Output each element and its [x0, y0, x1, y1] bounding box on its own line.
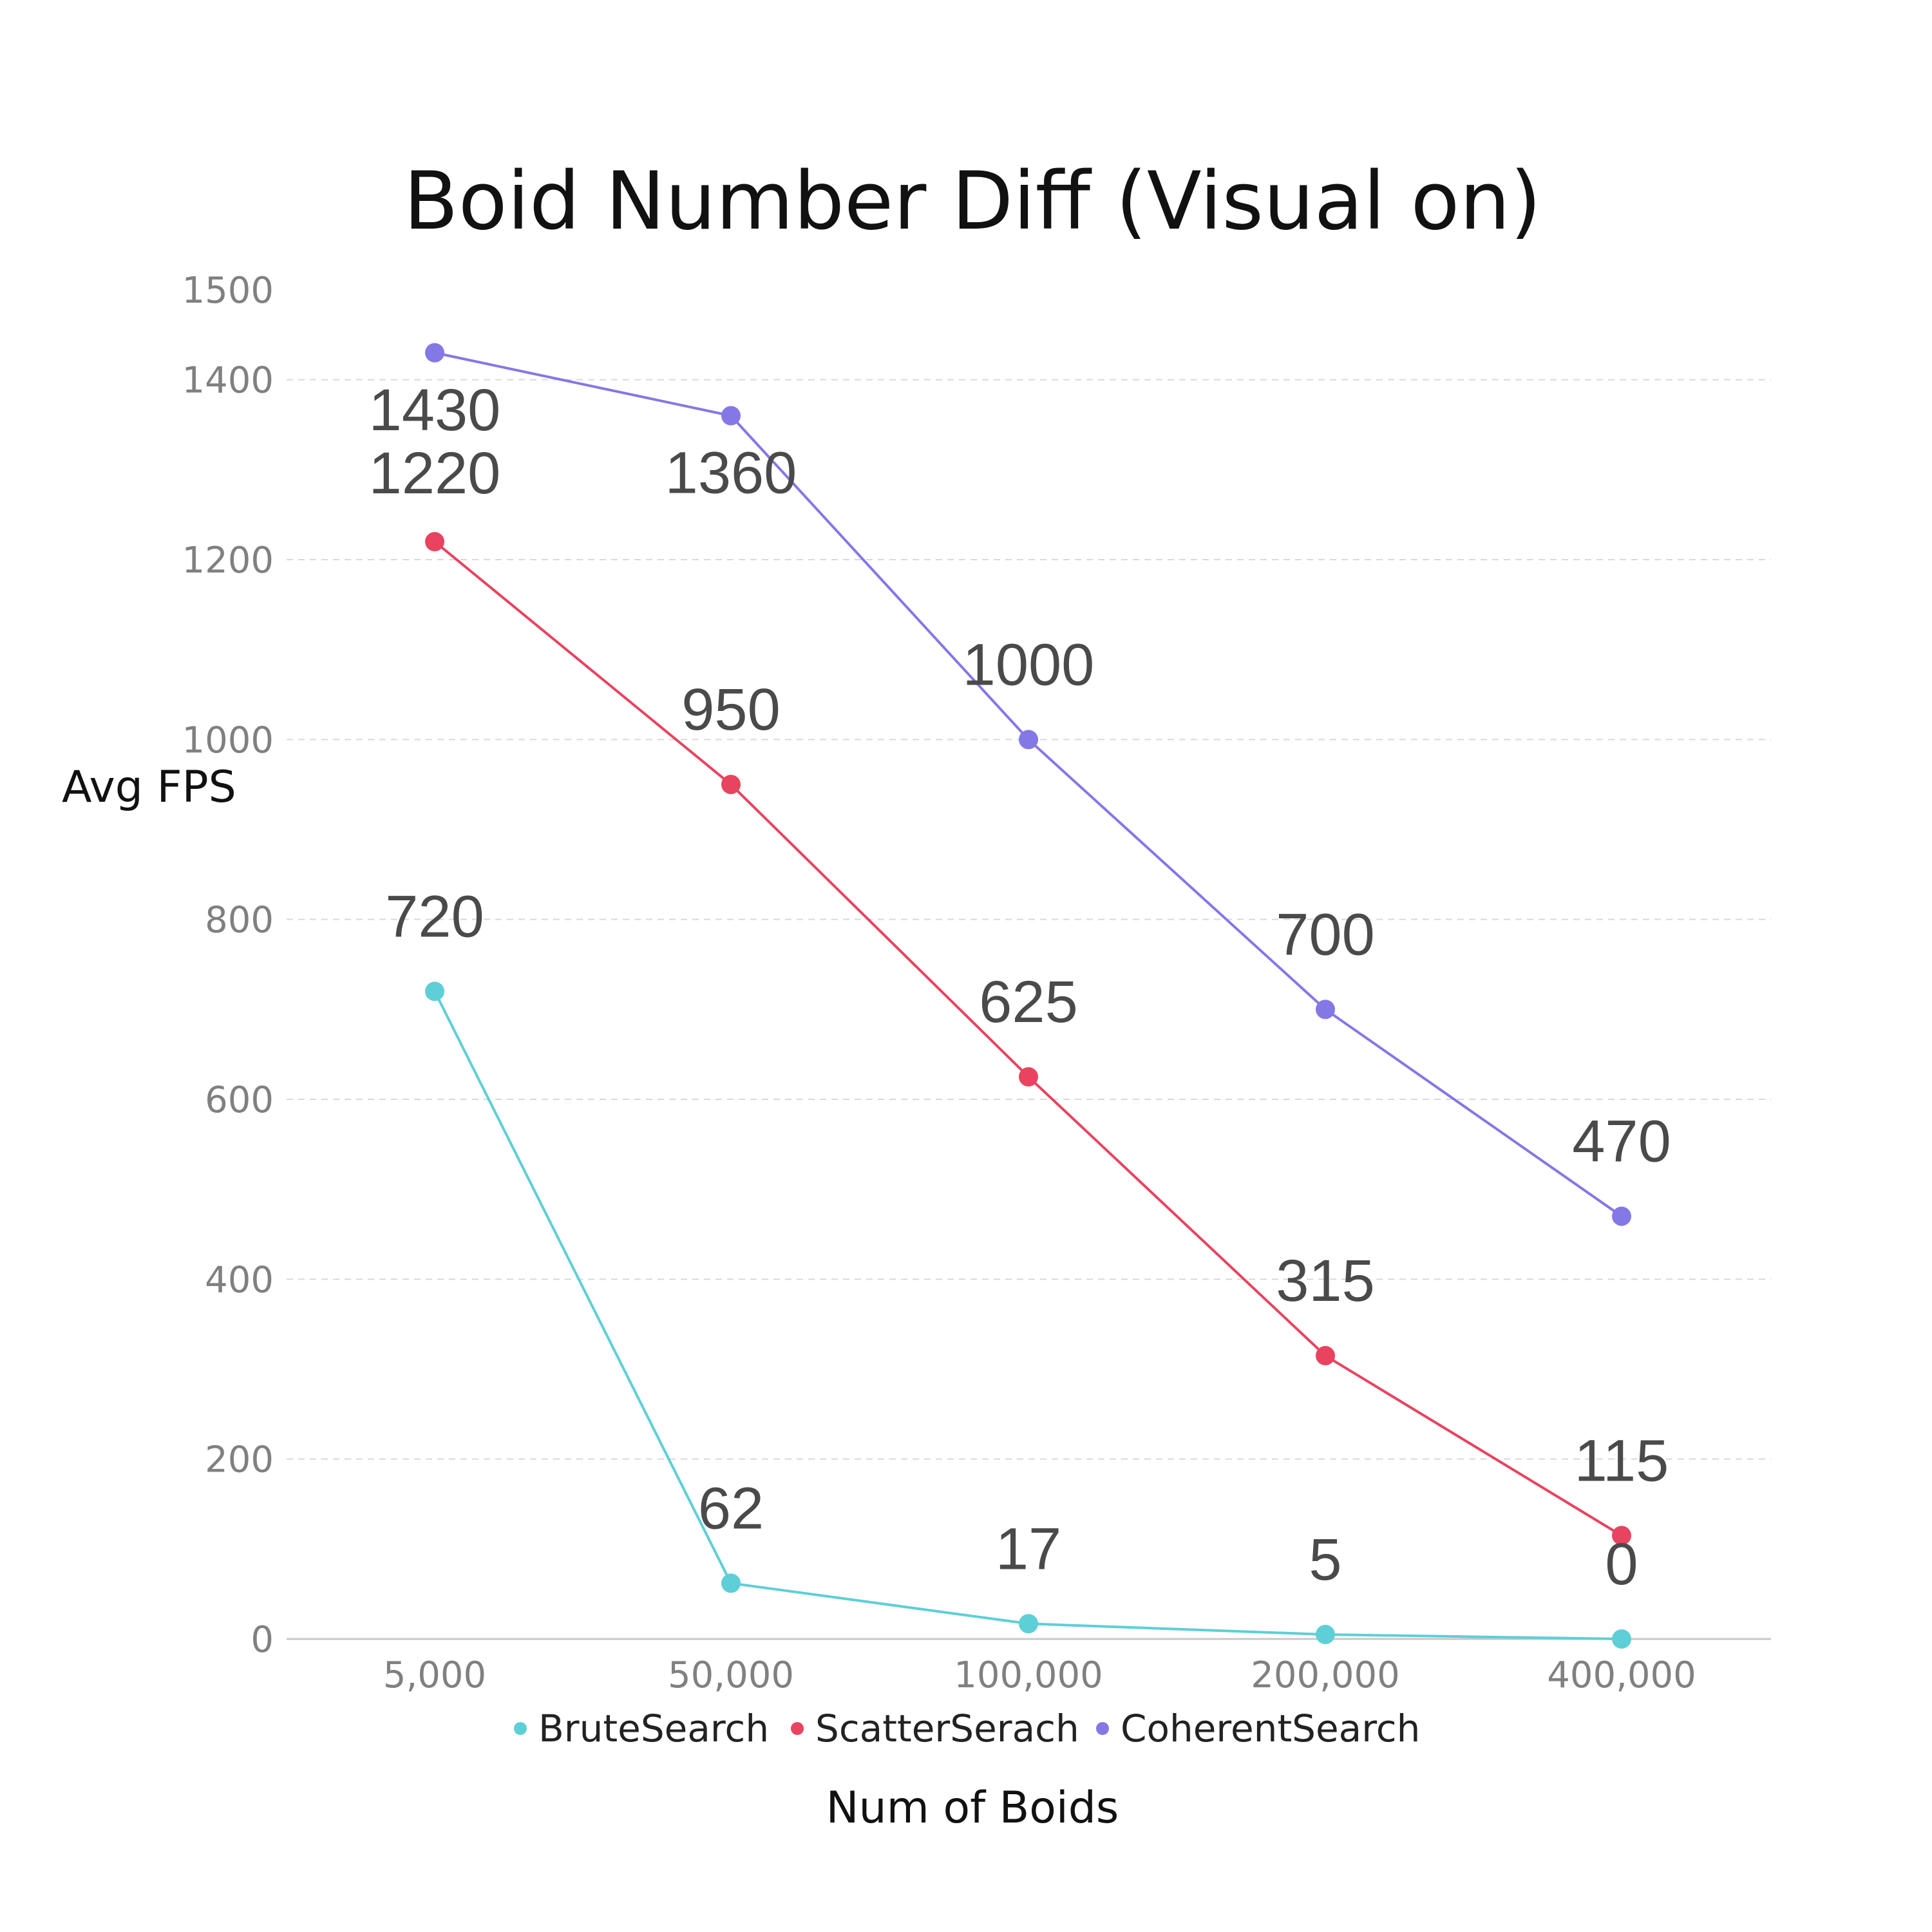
legend-label: CoherentSearch [1121, 1707, 1420, 1750]
series-line-coherentsearch [434, 351, 1623, 1218]
x-tick-label: 100,000 [954, 1654, 1103, 1696]
chart-title: Boid Number Diff (Visual on) [404, 155, 1542, 248]
data-label: 115 [1575, 1428, 1669, 1493]
data-label: 470 [1572, 1109, 1671, 1175]
data-label: 17 [996, 1516, 1061, 1582]
y-tick-label: 0 [251, 1619, 274, 1661]
legend-item-coherentsearch[interactable]: CoherentSearch [1096, 1707, 1420, 1750]
data-label: 1360 [665, 440, 797, 506]
legend-item-scatterserach[interactable]: ScatterSerach [791, 1707, 1079, 1750]
x-axis-ticks: 5,000 50,000 100,000 200,000 400,000 [383, 1654, 1696, 1696]
data-point [1612, 1526, 1631, 1546]
data-label: 720 [385, 884, 484, 949]
data-point [1612, 1629, 1631, 1649]
legend-marker [791, 1722, 804, 1735]
data-label: 62 [698, 1475, 764, 1541]
data-point [1019, 1067, 1038, 1087]
y-tick-label: 200 [205, 1439, 274, 1481]
x-tick-label: 5,000 [383, 1654, 486, 1696]
y-tick-label: 1500 [182, 270, 274, 312]
series-points [425, 343, 1631, 1649]
data-point [1316, 1625, 1335, 1645]
y-axis-ticks: 0 200 400 600 800 1000 1200 1400 1500 [182, 270, 274, 1661]
y-tick-label: 600 [205, 1079, 274, 1121]
x-tick-label: 50,000 [668, 1654, 794, 1696]
data-label: 0 [1605, 1531, 1638, 1597]
y-tick-label: 1000 [182, 719, 274, 761]
y-tick-label: 800 [205, 900, 274, 942]
data-point [1316, 999, 1335, 1019]
y-tick-label: 1400 [182, 360, 274, 402]
data-labels: 720 62 17 5 0 1220 950 625 315 115 1430 1360 1000 700… [369, 377, 1671, 1597]
y-tick-label: 1200 [182, 540, 274, 582]
data-label: 1000 [963, 632, 1095, 697]
data-label: 1220 [369, 440, 501, 506]
data-point [721, 775, 741, 795]
data-label: 700 [1276, 902, 1375, 967]
x-tick-label: 400,000 [1547, 1654, 1696, 1696]
legend-item-brutesearch[interactable]: BruteSearch [514, 1707, 769, 1750]
data-point [721, 406, 741, 426]
data-label: 315 [1276, 1248, 1375, 1314]
data-label: 5 [1309, 1527, 1341, 1593]
data-label: 950 [681, 677, 781, 743]
y-axis-label: Avg FPS [62, 762, 236, 813]
data-label: 1430 [369, 377, 501, 443]
x-tick-label: 200,000 [1251, 1654, 1400, 1696]
data-point [1316, 1346, 1335, 1366]
legend-label: ScatterSerach [815, 1707, 1079, 1750]
data-point [1019, 730, 1038, 750]
data-point [1612, 1206, 1631, 1226]
legend-label: BruteSearch [538, 1707, 769, 1750]
data-point [425, 343, 444, 363]
data-point [425, 532, 444, 552]
legend-marker [1096, 1722, 1109, 1735]
data-label: 625 [979, 969, 1078, 1035]
data-point [1019, 1614, 1038, 1634]
legend: BruteSearch ScatterSerach CoherentSearch [514, 1707, 1420, 1750]
x-axis-label: Num of Boids [826, 1783, 1119, 1833]
legend-marker [514, 1722, 527, 1735]
data-point [721, 1573, 741, 1593]
y-tick-label: 400 [205, 1259, 274, 1301]
data-point [425, 981, 444, 1001]
